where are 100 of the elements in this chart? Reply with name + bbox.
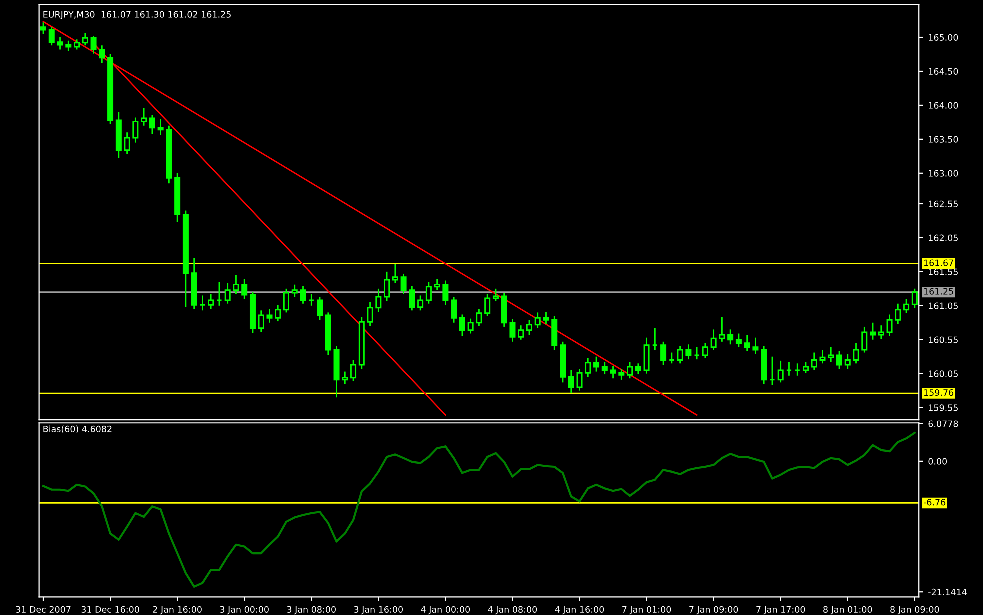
y-tick-label: 0.00	[928, 458, 948, 465]
candlestick	[728, 328, 734, 346]
x-tick-label: 7 Jan 17:00	[756, 606, 806, 615]
candlestick	[82, 32, 88, 46]
text: EURJPY,M30 161.07 161.30 161.02 161.25	[44, 11, 231, 20]
candlestick	[350, 360, 357, 382]
ref-line-label: 161.67	[924, 260, 954, 266]
y-tick-label: 162.55	[929, 200, 958, 208]
candlestick	[510, 318, 516, 343]
candlestick	[853, 342, 860, 364]
candlestick	[526, 319, 532, 336]
chart-title: Bias(60) 4.6082	[44, 426, 112, 434]
candlestick	[300, 286, 306, 305]
candlestick	[132, 117, 139, 144]
candlestick	[585, 358, 592, 378]
y-tick-label: 159.55	[929, 404, 958, 412]
candlestick	[141, 107, 148, 127]
candlestick	[895, 303, 902, 325]
x-tick-label: 4 Jan 00:00	[421, 606, 470, 615]
candlestick	[719, 316, 726, 343]
candlestick	[802, 362, 809, 374]
x-tick-label: 8 Jan 09:00	[890, 606, 940, 615]
candlestick	[610, 366, 616, 380]
y-tick-label: 164.50	[929, 68, 958, 75]
candlestick	[736, 333, 742, 348]
candlestick	[686, 344, 692, 360]
x-tick-label: 4 Jan 16:00	[555, 606, 604, 615]
candlestick	[786, 362, 792, 377]
candlestick	[392, 264, 398, 284]
candlestick	[149, 114, 156, 135]
y-tick-label: 165.00	[929, 34, 958, 41]
candlestick	[442, 280, 449, 306]
candlestick	[594, 356, 600, 372]
candlestick	[308, 294, 315, 307]
candlestick	[384, 271, 390, 302]
candlestick	[744, 334, 750, 352]
y-tick-label: -21.1414	[928, 588, 967, 596]
candlestick	[476, 308, 482, 327]
y-tick-label: 163.00	[929, 170, 958, 177]
candlestick	[459, 314, 466, 338]
candlestick	[208, 294, 214, 310]
candlestick	[576, 368, 583, 392]
y-tick-label: 161.55	[929, 268, 958, 276]
candlestick	[635, 362, 642, 376]
y-tick-label: 161.05	[929, 302, 958, 310]
y-tick-label: 160.05	[929, 370, 958, 378]
candlestick	[74, 38, 80, 50]
candlestick	[862, 326, 868, 354]
candlestick	[200, 295, 206, 312]
candlestick	[124, 132, 130, 156]
x-tick-label: 31 Dec 2007	[16, 606, 71, 613]
candlestick	[90, 35, 97, 55]
x-tick-label: 31 Dec 16:00	[82, 606, 140, 613]
candlestick	[769, 356, 776, 386]
candlestick	[828, 346, 834, 363]
candlestick	[668, 352, 675, 364]
candlestick	[811, 352, 818, 372]
ref-line-label: 161.25	[924, 288, 954, 295]
candlestick	[275, 304, 282, 322]
candlestick	[484, 294, 491, 317]
candlestick	[710, 328, 717, 351]
y-tick-label: 163.50	[929, 136, 958, 143]
candlestick	[904, 298, 910, 314]
x-tick-label: 3 Jan 08:00	[287, 606, 336, 615]
candlestick	[48, 26, 55, 46]
x-tick-label: 7 Jan 01:00	[622, 606, 672, 615]
candlestick	[543, 311, 550, 325]
candlestick	[886, 314, 893, 338]
candlestick	[870, 322, 876, 341]
x-tick-label: 7 Jan 09:00	[690, 606, 738, 615]
candlestick	[627, 362, 634, 380]
x-tick-label: 2 Jan 16:00	[153, 606, 202, 615]
candlestick	[492, 288, 499, 302]
candlestick	[702, 342, 708, 359]
candlestick	[400, 273, 407, 296]
candlestick	[40, 22, 47, 35]
x-tick-label: 4 Jan 08:00	[488, 606, 538, 615]
candlestick	[534, 312, 541, 330]
candlestick	[602, 362, 608, 376]
candlestick	[99, 44, 106, 64]
candlestick	[233, 274, 240, 296]
y-tick-label: 6.0778	[928, 420, 958, 428]
candlestick	[342, 371, 348, 385]
candlestick	[284, 288, 290, 314]
candlestick	[367, 302, 374, 327]
candlestick	[426, 281, 432, 305]
line-series	[42, 432, 916, 588]
x-tick-label: 3 Jan 16:00	[354, 606, 403, 615]
x-tick-label: 3 Jan 00:00	[220, 606, 269, 615]
candlestick	[451, 296, 458, 324]
candlestick	[418, 295, 424, 312]
candlestick	[266, 308, 273, 324]
candlestick	[660, 341, 667, 366]
y-tick-label: 160.55	[929, 336, 958, 344]
y-tick-label: 164.00	[929, 102, 958, 109]
y-tick-label: 162.05	[929, 234, 958, 242]
candlestick	[652, 328, 658, 351]
ref-line-label: -6.76	[924, 499, 946, 506]
candlestick	[224, 282, 231, 305]
candlestick	[518, 324, 524, 341]
